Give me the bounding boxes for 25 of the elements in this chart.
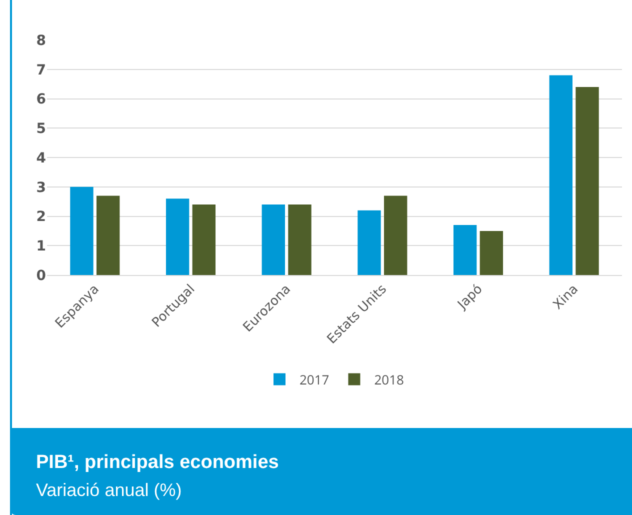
bar [576,87,599,275]
text: Variació anual (%) [36,480,182,501]
bar [96,196,120,275]
bar [453,225,477,275]
bar [262,204,285,275]
y-tick-label: 5 [36,121,46,138]
y-tick-label: 7 [36,62,46,78]
bar [166,198,190,275]
bar [192,204,216,275]
bar [480,230,504,275]
legend-label: 2017 [300,370,330,388]
bar [70,186,94,275]
y-tick-label: 8 [36,32,46,49]
bar [384,196,408,275]
legend-label: 2018 [374,370,404,388]
text: PIB¹, principals economies [36,452,279,474]
bar [288,204,312,275]
y-tick-label: 1 [36,238,46,255]
y-tick-label: 0 [36,268,46,284]
bar [549,75,572,275]
y-tick-label: 4 [36,150,46,166]
y-tick-label: 3 [36,180,46,196]
bar [358,210,381,275]
y-tick-label: 2 [36,209,46,226]
y-tick-label: 6 [36,92,46,108]
